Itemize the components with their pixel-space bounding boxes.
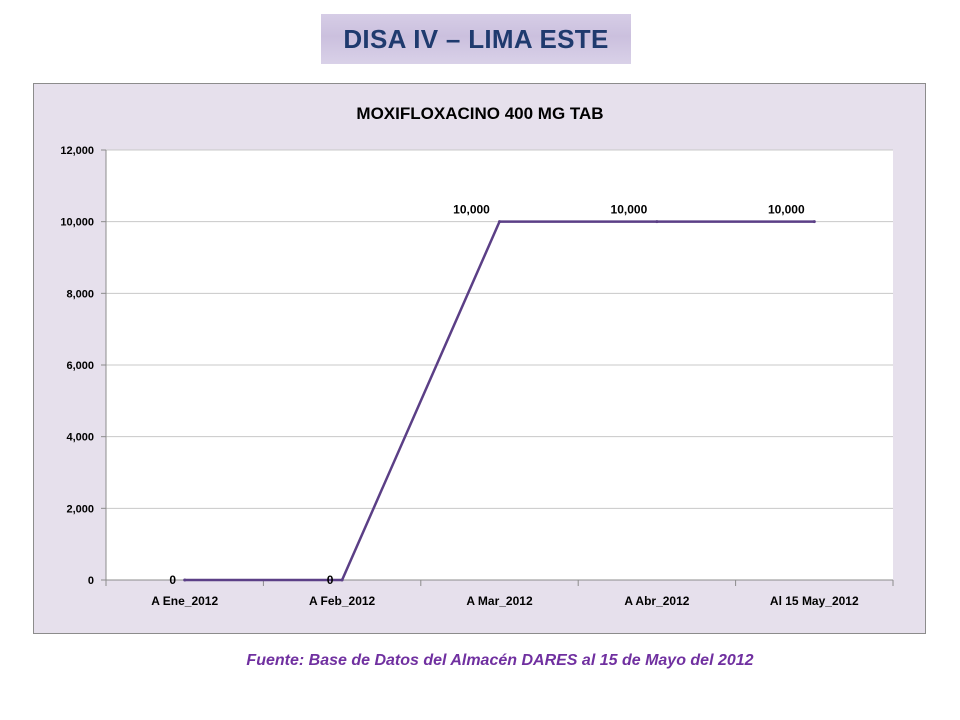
x-tick-label: Al 15 May_2012 xyxy=(770,594,859,608)
data-point xyxy=(340,578,344,582)
y-tick-label: 12,000 xyxy=(60,145,94,157)
x-tick-label: A Abr_2012 xyxy=(624,594,689,608)
source-text: Fuente: Base de Datos del Almacén DARES … xyxy=(246,652,754,669)
x-tick-label: A Ene_2012 xyxy=(151,594,218,608)
data-point xyxy=(812,220,816,224)
y-tick-label: 6,000 xyxy=(66,360,94,372)
data-label: 0 xyxy=(327,573,334,587)
y-tick-label: 2,000 xyxy=(66,503,94,515)
y-tick-label: 10,000 xyxy=(60,217,94,229)
banner: DISA IV – LIMA ESTE xyxy=(321,14,631,64)
data-label: 0 xyxy=(169,573,176,587)
y-tick-label: 4,000 xyxy=(66,432,94,444)
data-point xyxy=(498,220,501,224)
y-tick-label: 0 xyxy=(88,575,94,587)
data-point xyxy=(183,578,187,582)
data-point xyxy=(655,220,659,224)
x-tick-label: A Feb_2012 xyxy=(309,594,376,608)
source-footnote: Fuente: Base de Datos del Almacén DARES … xyxy=(0,652,960,670)
chart-title: MOXIFLOXACINO 400 MG TAB xyxy=(356,104,603,123)
banner-title: DISA IV – LIMA ESTE xyxy=(343,23,609,54)
data-label: 10,000 xyxy=(611,203,648,217)
data-label: 10,000 xyxy=(768,203,805,217)
y-tick-label: 8,000 xyxy=(66,288,94,300)
x-tick-label: A Mar_2012 xyxy=(466,594,533,608)
data-label: 10,000 xyxy=(453,203,490,217)
